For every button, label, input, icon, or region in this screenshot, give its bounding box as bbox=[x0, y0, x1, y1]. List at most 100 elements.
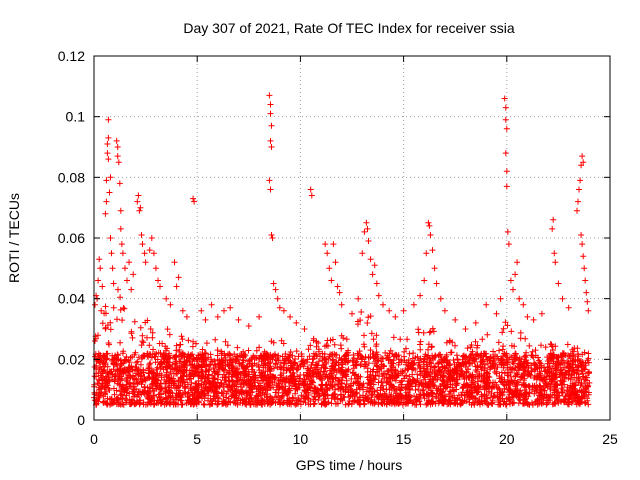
data-point bbox=[452, 316, 459, 323]
data-point bbox=[214, 313, 221, 320]
data-point bbox=[549, 343, 556, 350]
data-point bbox=[123, 387, 130, 393]
data-point bbox=[152, 265, 159, 272]
data-point bbox=[335, 400, 341, 407]
data-point bbox=[280, 340, 287, 347]
data-point bbox=[338, 355, 345, 362]
data-point bbox=[444, 356, 451, 363]
data-point bbox=[427, 328, 434, 335]
data-point bbox=[330, 241, 337, 248]
data-point bbox=[562, 393, 569, 400]
data-point bbox=[266, 177, 273, 184]
data-point bbox=[540, 382, 547, 389]
data-point bbox=[115, 286, 121, 293]
data-point bbox=[585, 389, 592, 396]
data-point bbox=[198, 307, 205, 314]
data-point bbox=[95, 350, 102, 357]
data-point bbox=[139, 332, 146, 339]
data-point bbox=[410, 350, 417, 357]
data-point bbox=[256, 313, 263, 320]
data-point bbox=[189, 343, 196, 350]
data-point bbox=[417, 346, 424, 353]
data-point bbox=[415, 326, 422, 333]
data-point bbox=[131, 318, 138, 325]
data-point bbox=[323, 371, 330, 378]
data-point bbox=[548, 378, 555, 385]
data-point bbox=[272, 286, 279, 293]
data-point bbox=[502, 116, 509, 123]
data-point bbox=[164, 365, 171, 372]
data-point bbox=[267, 359, 274, 366]
data-point bbox=[162, 380, 169, 387]
data-point bbox=[555, 280, 562, 287]
data-point bbox=[197, 351, 204, 358]
data-point bbox=[472, 319, 479, 326]
data-point bbox=[526, 342, 533, 349]
data-point bbox=[232, 398, 239, 404]
data-point bbox=[352, 397, 359, 404]
data-point bbox=[469, 373, 476, 380]
data-point bbox=[225, 363, 232, 370]
data-point bbox=[499, 329, 506, 336]
data-point bbox=[209, 372, 216, 379]
data-point bbox=[312, 361, 319, 368]
data-point bbox=[309, 356, 316, 363]
data-point bbox=[284, 391, 291, 398]
data-point bbox=[249, 373, 256, 380]
data-point bbox=[490, 348, 497, 355]
data-point bbox=[543, 401, 550, 408]
data-point bbox=[307, 383, 314, 390]
data-point bbox=[119, 250, 126, 257]
data-point bbox=[331, 396, 338, 403]
data-point bbox=[525, 401, 532, 407]
data-point bbox=[119, 317, 126, 324]
data-point bbox=[426, 381, 432, 388]
data-point bbox=[138, 370, 145, 376]
data-point bbox=[438, 381, 445, 388]
data-point bbox=[396, 386, 403, 393]
data-point bbox=[552, 259, 559, 266]
data-point bbox=[510, 286, 516, 293]
data-point bbox=[105, 116, 112, 123]
data-point bbox=[502, 319, 509, 326]
data-point bbox=[403, 345, 409, 352]
data-point bbox=[374, 351, 381, 358]
data-point bbox=[385, 396, 391, 403]
data-point bbox=[428, 390, 435, 397]
data-point bbox=[467, 384, 474, 391]
data-point bbox=[286, 367, 293, 374]
data-point bbox=[574, 345, 581, 352]
data-point bbox=[368, 330, 375, 337]
data-point bbox=[474, 362, 481, 369]
data-point bbox=[95, 277, 102, 284]
data-point bbox=[582, 359, 589, 366]
data-point bbox=[191, 198, 198, 205]
data-point bbox=[417, 341, 423, 348]
data-point bbox=[273, 393, 280, 400]
data-point bbox=[348, 380, 355, 387]
data-point bbox=[522, 335, 529, 342]
data-point bbox=[243, 388, 249, 395]
data-point bbox=[276, 396, 283, 403]
data-point bbox=[499, 389, 506, 396]
data-point bbox=[434, 369, 441, 376]
data-point bbox=[98, 366, 105, 373]
data-point bbox=[104, 322, 111, 329]
data-point bbox=[114, 144, 121, 150]
data-point bbox=[578, 388, 585, 395]
data-point bbox=[123, 397, 130, 404]
data-point bbox=[149, 380, 156, 387]
data-point bbox=[501, 385, 508, 392]
data-point bbox=[158, 358, 165, 365]
data-point bbox=[524, 313, 531, 320]
data-point bbox=[478, 366, 485, 373]
data-point bbox=[500, 325, 507, 332]
data-point bbox=[378, 399, 385, 406]
data-point bbox=[489, 399, 496, 406]
data-point bbox=[243, 401, 250, 408]
data-point bbox=[371, 375, 378, 382]
data-point bbox=[306, 353, 313, 360]
data-point bbox=[108, 357, 115, 364]
data-point bbox=[234, 344, 241, 351]
data-point bbox=[583, 289, 590, 296]
